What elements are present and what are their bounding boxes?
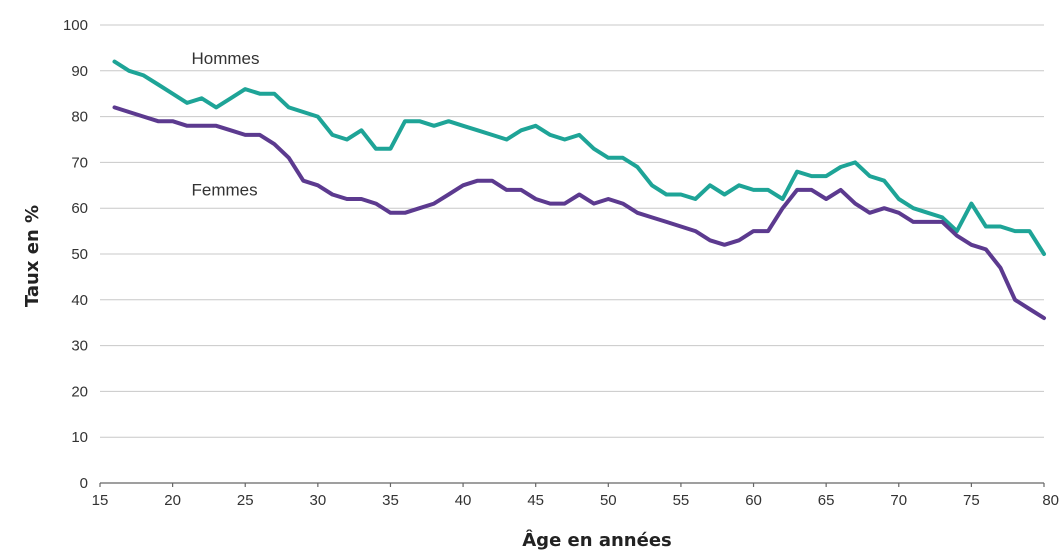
y-tick-label: 40 xyxy=(71,292,88,309)
series-lines xyxy=(112,59,1046,321)
x-tick-label: 60 xyxy=(745,492,762,509)
x-tick-label: 55 xyxy=(673,492,690,509)
x-axis-ticks: 15 20 25 30 35 40 45 50 55 60 65 70 75 80 xyxy=(92,483,1059,509)
y-tick-label: 10 xyxy=(71,429,88,446)
y-tick-label: 30 xyxy=(71,338,88,355)
x-tick-label: 15 xyxy=(92,492,109,509)
y-tick-label: 20 xyxy=(71,383,88,400)
y-tick-label: 100 xyxy=(63,17,88,34)
x-tick-label: 65 xyxy=(818,492,835,509)
y-tick-label: 50 xyxy=(71,246,88,263)
y-tick-label: 60 xyxy=(71,200,88,217)
x-tick-label: 45 xyxy=(527,492,544,509)
y-tick-label: 80 xyxy=(71,109,88,126)
y-tick-label: 0 xyxy=(80,475,88,492)
x-tick-label: 80 xyxy=(1042,492,1059,509)
y-tick-label: 70 xyxy=(71,154,88,171)
x-tick-label: 20 xyxy=(164,492,181,509)
y-tick-label: 90 xyxy=(71,63,88,80)
x-tick-label: 30 xyxy=(310,492,327,509)
gridlines xyxy=(100,24,1044,438)
series-label-hommes: Hommes xyxy=(191,49,259,68)
x-tick-label: 35 xyxy=(382,492,399,509)
x-tick-label: 75 xyxy=(963,492,980,509)
x-tick-label: 70 xyxy=(890,492,907,509)
y-axis-ticks: 0 10 20 30 40 50 60 70 80 90 100 xyxy=(63,17,88,492)
x-tick-label: 50 xyxy=(600,492,617,509)
x-axis-title: Âge en années xyxy=(522,529,671,551)
x-tick-label: 25 xyxy=(237,492,254,509)
y-axis-title: Taux en % xyxy=(22,205,43,307)
series-label-femmes: Femmes xyxy=(191,180,257,199)
x-tick-label: 40 xyxy=(455,492,472,509)
series-line-hommes xyxy=(112,59,1046,256)
series-line-femmes xyxy=(112,105,1046,321)
